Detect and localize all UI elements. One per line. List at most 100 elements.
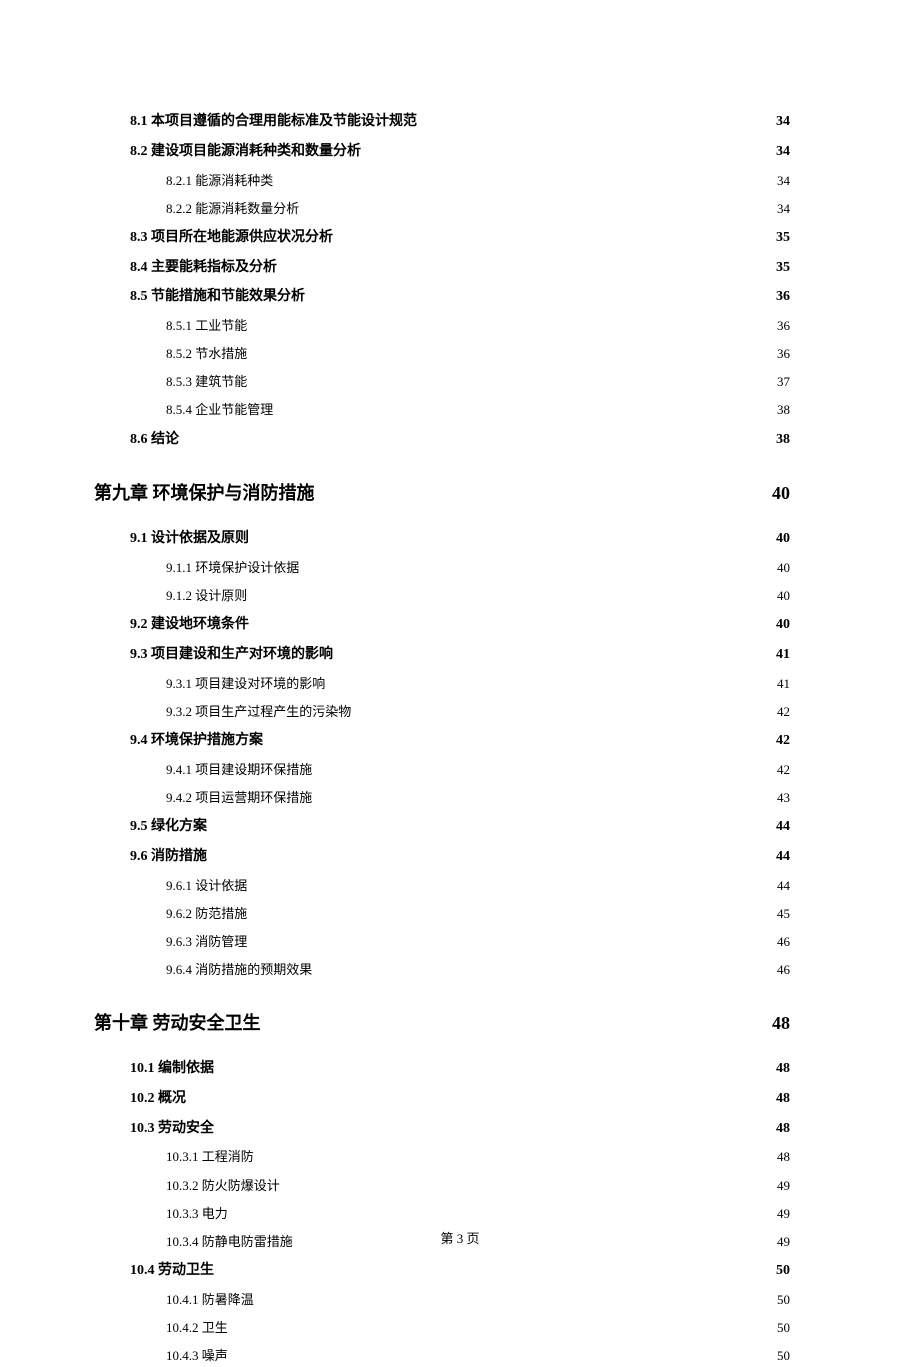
toc-page-number: 34 — [776, 110, 790, 134]
toc-entry-subsection: 8.5.3 建筑节能 37 — [166, 371, 790, 393]
toc-label: 8.5.1 工业节能 — [166, 315, 247, 337]
toc-label: 第九章 环境保护与消防措施 — [94, 479, 315, 505]
toc-label: 9.3 项目建设和生产对环境的影响 — [130, 643, 333, 667]
toc-label: 8.2.1 能源消耗种类 — [166, 170, 273, 192]
toc-label: 9.2 建设地环境条件 — [130, 613, 249, 637]
toc-label: 10.3.3 电力 — [166, 1203, 228, 1225]
toc-entry-subsection: 9.6.2 防范措施45 — [166, 903, 790, 925]
toc-page-number: 49 — [777, 1203, 790, 1225]
toc-page-number: 48 — [776, 1057, 790, 1081]
toc-label: 9.6.4 消防措施的预期效果 — [166, 959, 312, 981]
toc-entry-section: 9.5 绿化方案44 — [130, 815, 790, 839]
toc-label: 9.6 消防措施 — [130, 845, 207, 869]
toc-page-number: 50 — [777, 1289, 790, 1311]
toc-page-number: 37 — [777, 371, 790, 393]
toc-page-number: 34 — [777, 170, 790, 192]
toc-entry-section: 8.3 项目所在地能源供应状况分析 35 — [130, 226, 790, 250]
toc-entry-subsection: 10.3.3 电力 49 — [166, 1203, 790, 1225]
toc-label: 10.4 劳动卫生 — [130, 1259, 214, 1283]
toc-entry-subsection: 9.6.3 消防管理 46 — [166, 931, 790, 953]
toc-entry-section: 10.1 编制依据 48 — [130, 1057, 790, 1081]
toc-label: 8.2 建设项目能源消耗种类和数量分析 — [130, 140, 361, 164]
toc-entry-section: 8.6 结论 38 — [130, 428, 790, 452]
toc-page-number: 34 — [776, 140, 790, 164]
toc-entry-section: 9.3 项目建设和生产对环境的影响 41 — [130, 643, 790, 667]
toc-label: 8.3 项目所在地能源供应状况分析 — [130, 226, 333, 250]
toc-entry-chapter: 第九章 环境保护与消防措施 40 — [94, 479, 790, 505]
toc-page-number: 34 — [777, 198, 790, 220]
toc-page-number: 40 — [772, 483, 790, 504]
toc-page-number: 36 — [777, 315, 790, 337]
toc-entry-subsection: 8.5.2 节水措施 36 — [166, 343, 790, 365]
toc-page-number: 48 — [776, 1087, 790, 1111]
toc-page-number: 48 — [772, 1013, 790, 1034]
toc-label: 8.4 主要能耗指标及分析 — [130, 256, 277, 280]
toc-page-number: 44 — [776, 845, 790, 869]
toc-label: 9.1.2 设计原则 — [166, 585, 247, 607]
toc-label: 8.6 结论 — [130, 428, 179, 452]
toc-page-number: 50 — [777, 1317, 790, 1339]
toc-page-number: 44 — [777, 875, 790, 897]
toc-page-number: 46 — [777, 959, 790, 981]
toc-entry-section: 9.6 消防措施 44 — [130, 845, 790, 869]
toc-label: 8.5.4 企业节能管理 — [166, 399, 273, 421]
toc-entry-subsection: 10.4.2 卫生 50 — [166, 1317, 790, 1339]
toc-label: 10.3 劳动安全 — [130, 1117, 214, 1141]
toc-entry-subsection: 9.6.1 设计依据 44 — [166, 875, 790, 897]
toc-label: 8.1 本项目遵循的合理用能标准及节能设计规范 — [130, 110, 417, 134]
toc-entry-subsection: 10.3.1 工程消防48 — [166, 1146, 790, 1168]
toc-entry-section: 9.1 设计依据及原则 40 — [130, 527, 790, 551]
toc-page-number: 41 — [776, 643, 790, 667]
toc-label: 9.4 环境保护措施方案 — [130, 729, 263, 753]
toc-entry-subsection: 9.6.4 消防措施的预期效果 46 — [166, 959, 790, 981]
toc-entry-subsection: 8.5.4 企业节能管理 38 — [166, 399, 790, 421]
toc-page-number: 35 — [776, 256, 790, 280]
toc-entry-subsection: 9.4.1 项目建设期环保措施 42 — [166, 759, 790, 781]
toc-page-number: 41 — [777, 673, 790, 695]
toc-entry-section: 10.3 劳动安全48 — [130, 1117, 790, 1141]
toc-entry-subsection: 10.3.2 防火防爆设计49 — [166, 1175, 790, 1197]
toc-label: 9.4.2 项目运营期环保措施 — [166, 787, 312, 809]
toc-page-number: 38 — [777, 399, 790, 421]
toc-entry-section: 9.4 环境保护措施方案42 — [130, 729, 790, 753]
toc-page-number: 44 — [776, 815, 790, 839]
toc-label: 9.1 设计依据及原则 — [130, 527, 249, 551]
toc-label: 9.4.1 项目建设期环保措施 — [166, 759, 312, 781]
toc-label: 8.5 节能措施和节能效果分析 — [130, 285, 305, 309]
toc-entry-subsection: 9.4.2 项目运营期环保措施 43 — [166, 787, 790, 809]
toc-page-number: 38 — [776, 428, 790, 452]
toc-label: 9.6.3 消防管理 — [166, 931, 247, 953]
toc-page-number: 40 — [776, 527, 790, 551]
toc-entry-subsection: 9.1.1 环境保护设计依据40 — [166, 557, 790, 579]
toc-label: 9.6.1 设计依据 — [166, 875, 247, 897]
toc-entry-section: 8.1 本项目遵循的合理用能标准及节能设计规范 34 — [130, 110, 790, 134]
toc-label: 9.1.1 环境保护设计依据 — [166, 557, 299, 579]
toc-label: 8.5.3 建筑节能 — [166, 371, 247, 393]
toc-page-number: 35 — [776, 226, 790, 250]
toc-entry-subsection: 9.3.2 项目生产过程产生的污染物 42 — [166, 701, 790, 723]
toc-entry-subsection: 9.3.1 项目建设对环境的影响41 — [166, 673, 790, 695]
toc-page-number: 43 — [777, 787, 790, 809]
toc-page-number: 49 — [777, 1175, 790, 1197]
toc-entry-section: 8.2 建设项目能源消耗种类和数量分析 34 — [130, 140, 790, 164]
toc-label: 8.5.2 节水措施 — [166, 343, 247, 365]
toc-label: 10.4.1 防暑降温 — [166, 1289, 254, 1311]
toc-label: 9.6.2 防范措施 — [166, 903, 247, 925]
toc-entry-subsection: 9.1.2 设计原则40 — [166, 585, 790, 607]
toc-label: 10.1 编制依据 — [130, 1057, 214, 1081]
toc-page-number: 46 — [777, 931, 790, 953]
toc-page-number: 42 — [777, 759, 790, 781]
toc-page-number: 42 — [777, 701, 790, 723]
toc-page-number: 50 — [776, 1259, 790, 1283]
toc-label: 10.4.2 卫生 — [166, 1317, 228, 1339]
toc-entry-section: 9.2 建设地环境条件40 — [130, 613, 790, 637]
toc-entry-subsection: 10.4.1 防暑降温 50 — [166, 1289, 790, 1311]
toc-page-number: 48 — [777, 1146, 790, 1168]
toc-label: 第十章 劳动安全卫生 — [94, 1009, 261, 1035]
toc-entry-section: 8.5 节能措施和节能效果分析36 — [130, 285, 790, 309]
toc-entry-chapter: 第十章 劳动安全卫生 48 — [94, 1009, 790, 1035]
toc-entry-subsection: 8.2.2 能源消耗数量分析34 — [166, 198, 790, 220]
toc-label: 9.3.2 项目生产过程产生的污染物 — [166, 701, 351, 723]
toc-page-number: 36 — [777, 343, 790, 365]
toc-entry-section: 10.2 概况48 — [130, 1087, 790, 1111]
